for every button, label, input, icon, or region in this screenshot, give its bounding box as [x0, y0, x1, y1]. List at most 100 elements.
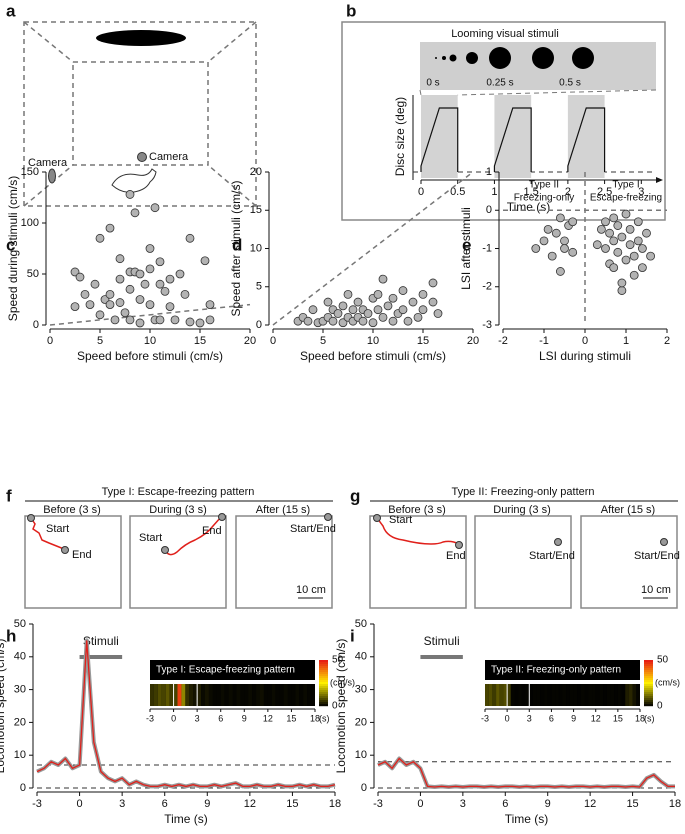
- y-tick-label: 20: [250, 166, 262, 178]
- heat-cell: [228, 684, 233, 706]
- x-axis-label: Time (s): [164, 812, 208, 826]
- heat-cell: [232, 684, 237, 706]
- colorbar-cell: [319, 678, 328, 681]
- x-axis-label: Speed before stimuli (cm/s): [300, 349, 446, 363]
- heat-cell: [580, 684, 585, 706]
- y-tick-label: 0: [20, 782, 26, 794]
- disc-size-trace: [567, 107, 606, 172]
- phase-label: Before (3 s): [43, 504, 100, 516]
- trajectory-boxes: [369, 514, 678, 609]
- heat-cell: [303, 684, 308, 706]
- heat-cell: [295, 684, 300, 706]
- heat-cell: [224, 684, 229, 706]
- colorbar-cell: [319, 684, 328, 687]
- colorbar-cell: [644, 666, 653, 669]
- y-tick-label: 100: [21, 217, 39, 229]
- heat-cell: [496, 684, 500, 706]
- point: [135, 269, 145, 279]
- colorbar-cell: [319, 668, 328, 671]
- point: [195, 318, 205, 328]
- heat-cell: [551, 684, 556, 706]
- x-tick-label: 5: [97, 335, 103, 347]
- point: [75, 272, 85, 282]
- heat-cell: [197, 684, 202, 706]
- heat-cell: [271, 684, 276, 706]
- heat-cell: [569, 684, 574, 706]
- point: [95, 233, 105, 243]
- heat-cell: [507, 684, 511, 706]
- y-tick-label: 40: [14, 651, 26, 663]
- inset-tick-label: 9: [242, 713, 247, 723]
- y-tick-label: 50: [14, 618, 26, 630]
- panel-label: c: [6, 235, 15, 254]
- heat-cell: [299, 684, 304, 706]
- panel-title: Type II: Freezing-only pattern: [451, 486, 594, 498]
- colorbar-cell: [644, 664, 653, 667]
- point: [105, 300, 115, 310]
- point: [388, 293, 398, 303]
- heat-cell: [610, 684, 615, 706]
- colorbar-cell: [319, 704, 328, 707]
- x-tick-label: 9: [204, 798, 210, 810]
- heat-cell: [279, 684, 284, 706]
- x-axis-label: Time (s): [505, 812, 549, 826]
- point: [613, 221, 623, 230]
- point: [205, 315, 215, 325]
- point: [145, 300, 155, 310]
- inset-unit: (s): [319, 713, 330, 723]
- x-tick-label: -3: [32, 798, 42, 810]
- heat-cell: [150, 684, 154, 706]
- phase-label: After (15 s): [256, 504, 310, 516]
- x-tick-label: 5: [320, 335, 326, 347]
- colorbar-cell: [319, 700, 328, 703]
- annotation: Freezing-only: [514, 193, 575, 204]
- point: [617, 286, 627, 295]
- y-tick-label: 0: [486, 204, 492, 216]
- heat-cell: [267, 684, 272, 706]
- y-tick-label: 30: [14, 684, 26, 696]
- point: [120, 308, 130, 318]
- colorbar-cell: [644, 692, 653, 695]
- point: [629, 270, 639, 280]
- heat-cell: [606, 684, 611, 706]
- colorbar-cell: [319, 660, 328, 663]
- point: [155, 279, 165, 289]
- inset-tick-label: 18: [635, 713, 645, 723]
- colorbar-cell: [644, 684, 653, 687]
- x-tick-label: 10: [144, 335, 156, 347]
- x-tick-label: 15: [194, 335, 206, 347]
- heat-cell: [614, 684, 618, 706]
- heat-cell: [248, 684, 253, 706]
- inset-tick-label: 18: [310, 713, 320, 723]
- x-tick-label: 9: [545, 798, 551, 810]
- colorbar-cell: [319, 702, 328, 705]
- colorbar-cell: [644, 682, 653, 685]
- x-tick-label: -2: [498, 335, 508, 347]
- point: [105, 289, 115, 299]
- heat-cell: [592, 684, 596, 706]
- inset-title: Type II: Freezing-only pattern: [491, 665, 621, 676]
- heat-cell: [577, 684, 581, 706]
- heat-cell: [283, 684, 288, 706]
- heat-cell: [181, 684, 186, 706]
- colorbar-label: (cm/s): [330, 677, 355, 687]
- heat-cell: [252, 684, 257, 706]
- heat-cell: [263, 684, 268, 706]
- heat-cell: [573, 684, 578, 706]
- heat-cell: [169, 684, 174, 706]
- camera-label: Camera: [149, 151, 189, 163]
- point: [205, 300, 215, 310]
- start-label: Start: [139, 532, 162, 544]
- heat-cell: [161, 684, 166, 706]
- panel-label: g: [350, 486, 360, 505]
- panel-label: h: [6, 626, 16, 645]
- point: [125, 190, 135, 199]
- y-tick-label: 15: [250, 204, 262, 216]
- panel-label: d: [232, 235, 242, 254]
- colorbar-cell: [319, 698, 328, 701]
- colorbar-cell: [644, 700, 653, 703]
- x-tick-label: 1: [623, 335, 629, 347]
- x-tick-label: 1: [491, 186, 497, 198]
- disc: [466, 52, 478, 64]
- panel-label: b: [346, 1, 356, 20]
